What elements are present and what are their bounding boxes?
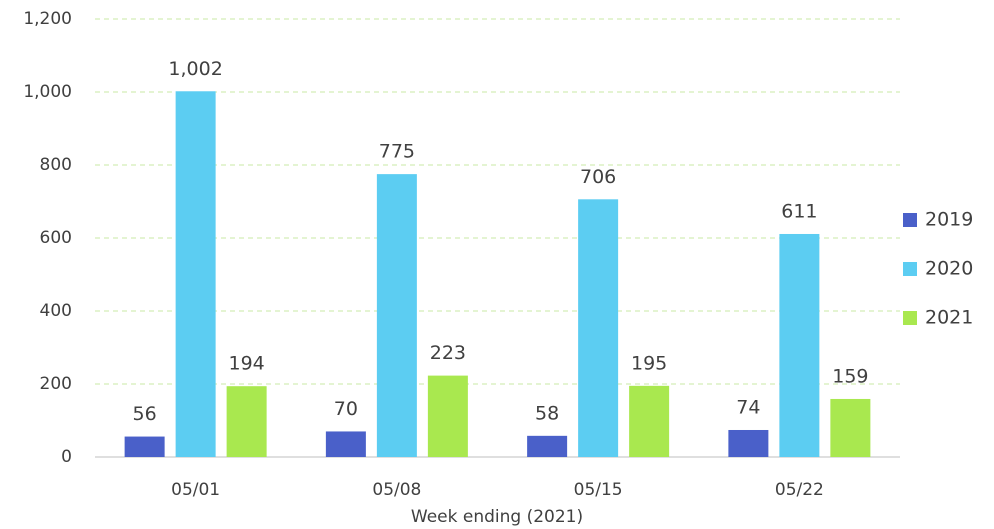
y-tick-label: 1,200 — [23, 9, 72, 29]
data-label: 74 — [736, 396, 760, 418]
data-label: 159 — [832, 365, 868, 387]
bar — [779, 233, 820, 457]
legend-label: 2020 — [925, 258, 973, 280]
data-label: 56 — [133, 403, 157, 425]
y-tick-label: 600 — [40, 228, 72, 248]
data-label: 611 — [781, 200, 817, 222]
legend-swatch — [903, 213, 917, 227]
y-tick-label: 0 — [61, 447, 72, 467]
data-label: 223 — [430, 342, 466, 364]
data-label: 775 — [379, 141, 415, 163]
y-tick-label: 1,000 — [23, 82, 72, 102]
x-tick-label: 05/15 — [574, 480, 623, 500]
x-tick-label: 05/22 — [775, 480, 824, 500]
x-axis-label: Week ending (2021) — [411, 507, 583, 527]
legend-swatch — [903, 311, 917, 325]
data-label: 194 — [228, 353, 264, 375]
data-label: 70 — [334, 398, 358, 420]
data-label: 58 — [535, 402, 559, 424]
bar — [226, 386, 267, 457]
y-tick-label: 400 — [40, 301, 72, 321]
y-tick-label: 800 — [40, 155, 72, 175]
legend-label: 2019 — [925, 209, 973, 231]
x-tick-label: 05/08 — [372, 480, 421, 500]
bar — [527, 435, 568, 457]
legend-swatch — [903, 262, 917, 276]
bar — [124, 436, 165, 457]
bar — [427, 375, 468, 457]
bar — [728, 429, 769, 457]
data-label: 706 — [580, 166, 616, 188]
bar — [376, 174, 417, 457]
bar — [578, 199, 619, 457]
x-tick-label: 05/01 — [171, 480, 220, 500]
data-label: 1,002 — [168, 58, 222, 80]
bar — [175, 91, 216, 458]
data-label: 195 — [631, 352, 667, 374]
bar — [325, 431, 366, 457]
bar — [830, 398, 871, 457]
bar — [629, 385, 670, 457]
legend-label: 2021 — [925, 307, 973, 329]
y-tick-label: 200 — [40, 374, 72, 394]
